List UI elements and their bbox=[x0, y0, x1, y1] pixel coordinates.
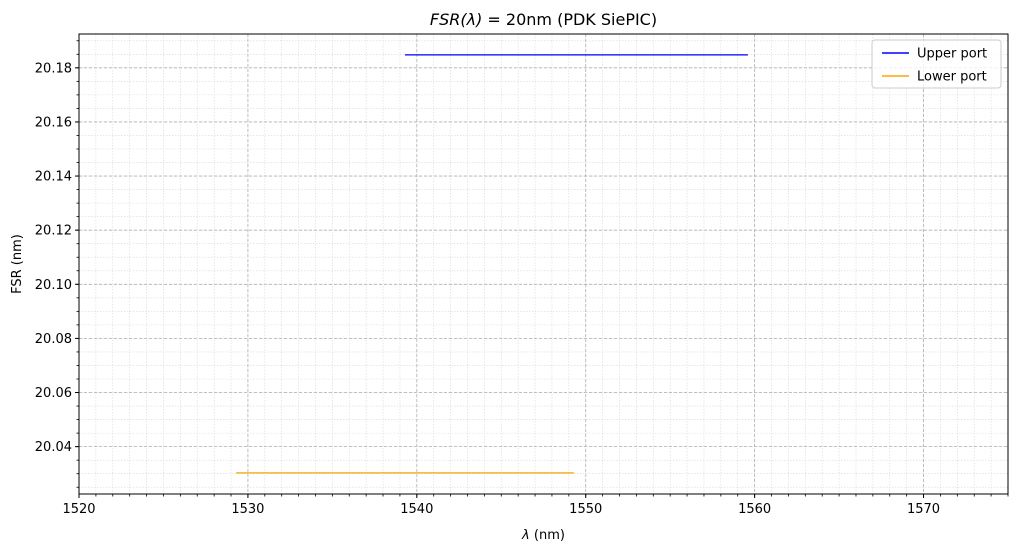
x-tick-label: 1570 bbox=[907, 502, 940, 517]
y-tick-label: 20.12 bbox=[35, 224, 72, 239]
x-tick-label: 1530 bbox=[231, 502, 264, 517]
x-axis-label-italic: λ bbox=[521, 528, 530, 543]
x-tick-label: 1550 bbox=[569, 502, 602, 517]
y-tick-label: 20.16 bbox=[35, 115, 72, 130]
y-axis-label: FSR (nm) bbox=[10, 234, 25, 294]
x-axis-label: λ (nm) bbox=[521, 528, 565, 543]
chart-title-italic: FSR(λ) bbox=[430, 10, 482, 29]
y-tick-label: 20.06 bbox=[35, 386, 72, 401]
series-lines bbox=[236, 54, 748, 474]
ticks: 1520 1530 1540 1550 1560 1570 20.04 20.06 20.08 2… bbox=[35, 40, 1009, 517]
grid bbox=[78, 34, 1009, 494]
y-tick-label: 20.08 bbox=[35, 332, 72, 347]
x-tick-label: 1540 bbox=[400, 502, 433, 517]
legend-label-lower-port: Lower port bbox=[917, 70, 987, 85]
legend-label-upper-port: Upper port bbox=[917, 47, 987, 62]
legend: Upper port Lower port bbox=[871, 39, 1002, 89]
y-tick-label: 20.18 bbox=[35, 61, 72, 76]
chart-title: FSR(λ) = 20nm (PDK SiePIC) bbox=[430, 10, 657, 29]
y-tick-label: 20.10 bbox=[35, 278, 72, 293]
x-tick-label: 1520 bbox=[62, 502, 95, 517]
x-tick-label: 1560 bbox=[738, 502, 771, 517]
y-tick-label: 20.04 bbox=[35, 440, 72, 455]
x-axis-label-rest: (nm) bbox=[530, 528, 565, 543]
y-tick-label: 20.14 bbox=[35, 170, 72, 185]
chart-title-rest: = 20nm (PDK SiePIC) bbox=[482, 10, 657, 29]
axes-frame bbox=[78, 33, 1009, 495]
